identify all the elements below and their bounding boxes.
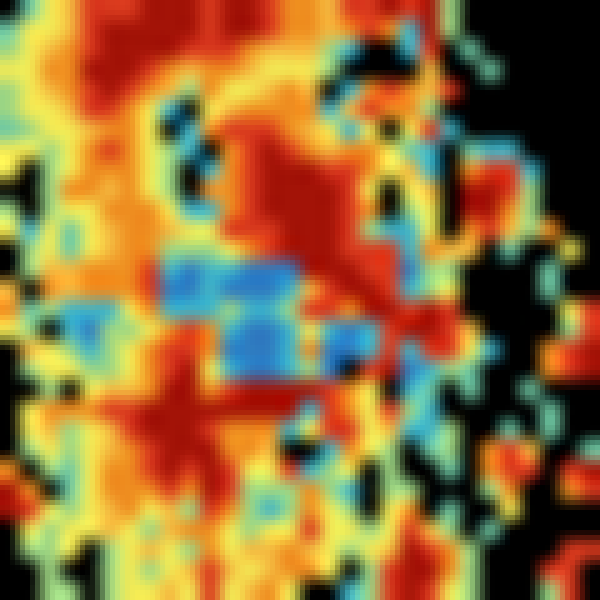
radar-reflectivity-canvas	[0, 0, 600, 600]
radar-display	[0, 0, 600, 600]
